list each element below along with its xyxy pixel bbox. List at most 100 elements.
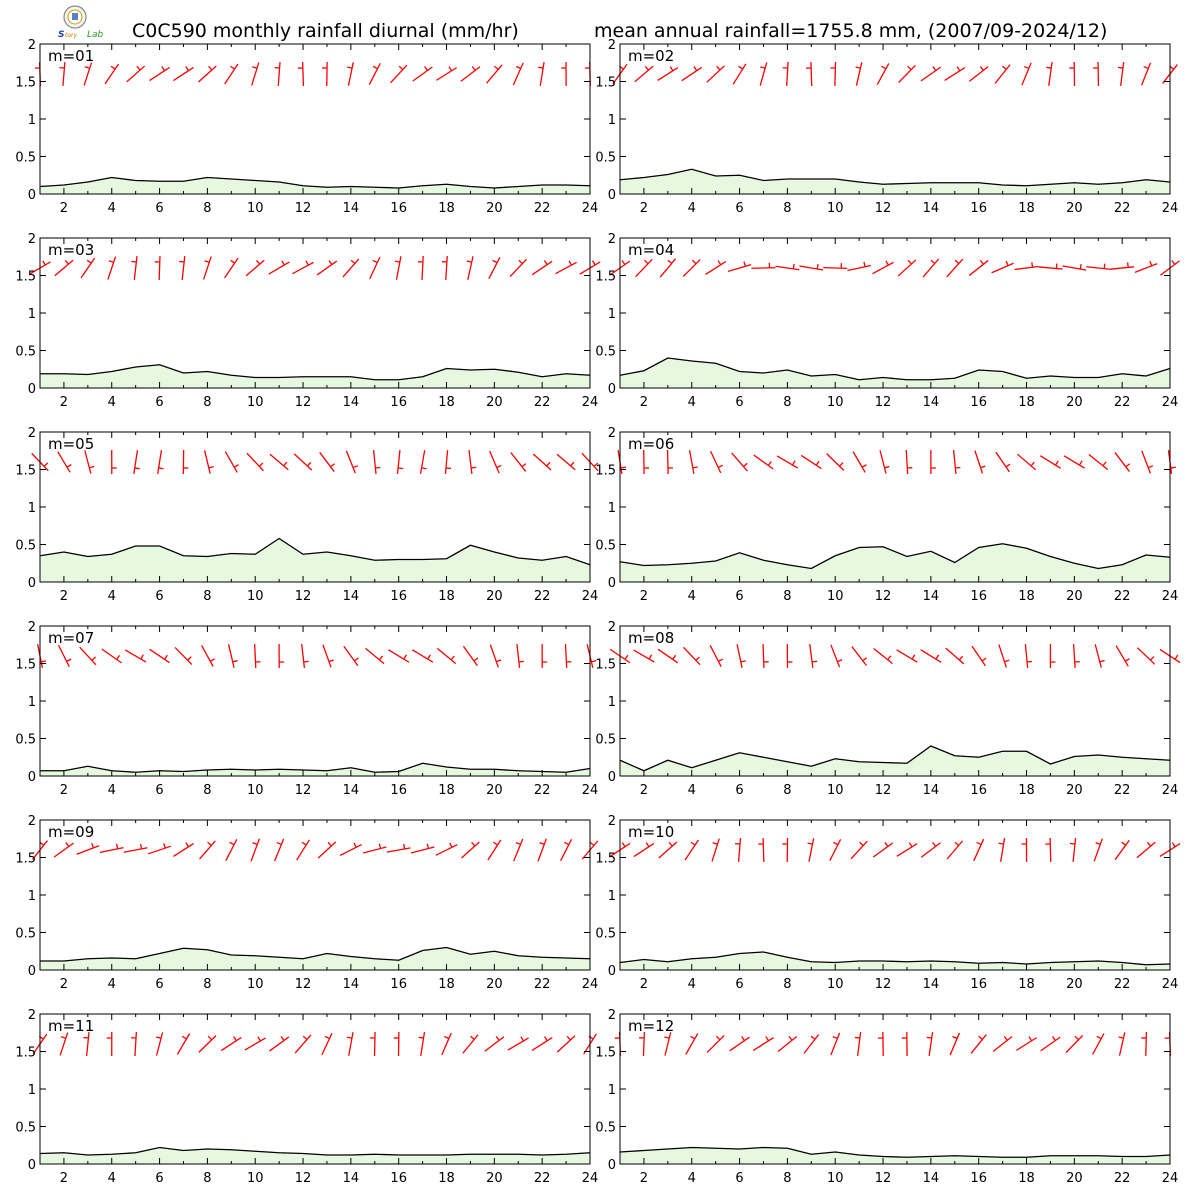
wind-barb — [516, 644, 524, 668]
panel-m-06: 00.511.522 4 6 8 10 12 14 16 18 20 22 24m=06 — [595, 426, 1178, 604]
x-tick-label: 22 — [534, 201, 551, 216]
x-tick-label: 16 — [970, 1171, 987, 1186]
panel-label: m=11 — [48, 1017, 94, 1035]
y-tick-label: 0.5 — [15, 539, 36, 554]
wind-barb — [176, 1033, 191, 1055]
x-tick-label: 12 — [295, 589, 312, 604]
wind-barb — [830, 61, 837, 87]
x-tick-label: 22 — [1114, 395, 1131, 410]
panel-label: m=12 — [628, 1017, 674, 1035]
x-tick-label: 4 — [688, 783, 696, 798]
wind-barb — [1072, 643, 1080, 669]
rainfall-line — [39, 176, 591, 189]
wind-barb — [1094, 644, 1105, 668]
wind-barb — [681, 66, 703, 82]
wind-barb — [250, 838, 261, 862]
wind-barb — [944, 66, 966, 81]
wind-barb — [293, 453, 313, 471]
wind-barb — [419, 450, 427, 474]
y-tick-label: 0.5 — [595, 927, 616, 942]
y-tick-label: 0 — [28, 964, 36, 979]
wind-barb — [198, 1035, 217, 1053]
wind-barb — [412, 649, 434, 663]
wind-barb — [879, 450, 890, 474]
y-tick-label: 0.5 — [595, 733, 616, 748]
x-tick-label: 20 — [486, 783, 503, 798]
wind-barb — [36, 644, 47, 668]
plot-frame — [619, 43, 1171, 195]
x-tick-label: 24 — [1162, 977, 1179, 992]
x-tick-label: 16 — [390, 783, 407, 798]
wind-barb — [709, 645, 724, 667]
wind-barb — [1093, 61, 1100, 87]
wind-barb — [460, 65, 481, 82]
wind-barb — [130, 1031, 138, 1057]
wind-barb — [684, 839, 699, 861]
x-tick-label: 6 — [735, 589, 743, 604]
wind-barb — [203, 450, 214, 474]
wind-barb — [1091, 1033, 1105, 1055]
wind-barb — [1115, 645, 1130, 667]
y-tick-label: 1.5 — [15, 852, 36, 867]
wind-barb — [1136, 841, 1156, 859]
y-tick-label: 0 — [608, 382, 616, 397]
rainfall-line — [619, 1146, 1171, 1158]
panel-m-12: 00.511.522 4 6 8 10 12 14 16 18 20 22 24m=12 — [595, 1008, 1178, 1186]
wind-barb — [83, 1031, 90, 1057]
x-tick-label: 6 — [155, 1171, 163, 1186]
wind-barb — [633, 842, 655, 858]
wind-barb — [786, 643, 793, 669]
x-tick-label: 12 — [875, 589, 892, 604]
panel-label: m=09 — [48, 823, 94, 841]
x-tick-label: 22 — [534, 1171, 551, 1186]
wind-barb — [803, 1034, 820, 1054]
wind-barb — [345, 450, 358, 474]
wind-barb — [759, 62, 768, 86]
wind-barb — [54, 259, 74, 277]
x-tick-label: 12 — [875, 783, 892, 798]
x-tick-label: 6 — [735, 1171, 743, 1186]
wind-barb — [541, 643, 548, 669]
x-tick-label: 18 — [438, 1171, 455, 1186]
wind-barb — [920, 649, 942, 663]
x-tick-label: 16 — [390, 201, 407, 216]
wind-barb — [322, 644, 334, 668]
wind-barb — [53, 842, 75, 858]
wind-barb — [513, 838, 524, 862]
wind-barb — [807, 838, 815, 862]
panel-m-01: 00.511.522 4 6 8 10 12 14 16 18 20 22 24m=01 — [15, 38, 598, 216]
wind-barb — [368, 63, 381, 85]
wind-barb — [489, 450, 502, 474]
x-tick-label: 4 — [108, 977, 116, 992]
y-tick-label: 1.5 — [595, 464, 616, 479]
x-tick-label: 16 — [390, 1171, 407, 1186]
wind-barb — [872, 260, 894, 275]
x-tick-label: 24 — [1162, 395, 1179, 410]
wind-barb — [199, 840, 216, 860]
wind-barb — [974, 450, 986, 474]
wind-barb — [343, 645, 359, 667]
wind-barb — [905, 449, 913, 475]
wind-barb — [245, 259, 265, 277]
rainfall-line — [619, 951, 1171, 966]
x-tick-label: 20 — [1066, 201, 1083, 216]
wind-barb — [435, 842, 458, 856]
y-tick-label: 1 — [608, 307, 616, 322]
x-tick-label: 12 — [295, 201, 312, 216]
wind-barb — [776, 455, 799, 469]
wind-barb — [461, 841, 480, 859]
wind-barb — [705, 260, 727, 275]
x-tick-label: 22 — [1114, 589, 1131, 604]
wind-barb — [633, 649, 655, 663]
x-tick-label: 4 — [108, 783, 116, 798]
x-tick-label: 24 — [582, 201, 599, 216]
wind-barb — [294, 1034, 312, 1054]
wind-barb — [179, 256, 186, 280]
x-tick-label: 22 — [1114, 783, 1131, 798]
y-tick-label: 2 — [28, 426, 36, 441]
x-tick-label: 4 — [108, 395, 116, 410]
wind-barb — [851, 646, 868, 666]
wind-barb — [1024, 643, 1033, 669]
x-tick-label: 14 — [343, 1171, 360, 1186]
wind-barb — [994, 64, 1011, 84]
